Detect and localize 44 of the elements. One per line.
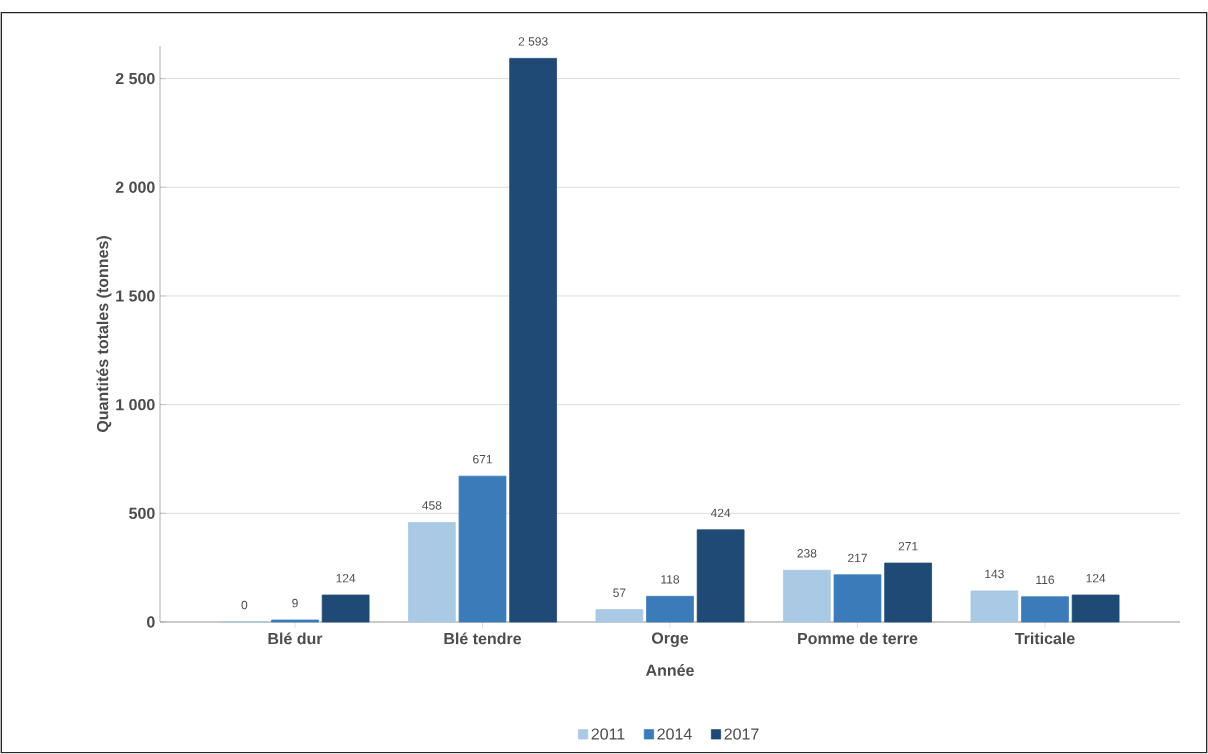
- bar: [595, 609, 644, 623]
- bar: [696, 529, 745, 623]
- data-label: 671: [473, 454, 492, 464]
- bar: [970, 590, 1019, 623]
- data-label: 424: [710, 508, 731, 518]
- y-axis-title: Quantités totales (tonnes): [96, 236, 112, 433]
- x-tick-label: Pomme de terre: [798, 632, 918, 645]
- bar: [646, 595, 694, 623]
- y-tick-label: 2 000: [115, 181, 155, 193]
- data-label: 124: [336, 573, 356, 583]
- bar: [1071, 594, 1120, 623]
- y-tick-label: 1 500: [116, 290, 155, 302]
- x-tick-label: Triticale: [1014, 632, 1075, 645]
- bar: [1021, 596, 1069, 623]
- legend-label: 2017: [724, 728, 759, 740]
- y-tick-label: 2 500: [115, 72, 155, 85]
- data-label: 57: [613, 588, 626, 597]
- y-tick-label: 1 000: [116, 398, 155, 411]
- data-label: 2 593: [518, 37, 548, 46]
- bar: [884, 562, 932, 623]
- data-label: 238: [797, 549, 817, 558]
- legend-label: 2011: [591, 728, 625, 740]
- bar: [783, 569, 831, 623]
- x-tick-label: Blé dur: [268, 632, 323, 645]
- bar: [458, 475, 507, 623]
- bar: [509, 57, 557, 623]
- x-tick-label: Orge: [651, 632, 689, 647]
- data-label: 124: [1086, 573, 1106, 583]
- bar: [408, 522, 456, 623]
- data-label: 9: [292, 598, 298, 608]
- y-tick-label: 0: [147, 616, 155, 628]
- data-label: 143: [985, 569, 1004, 579]
- y-tick-label: 500: [129, 507, 155, 519]
- bar: [833, 574, 882, 623]
- data-label: 217: [848, 553, 867, 563]
- data-label: 271: [898, 541, 918, 551]
- x-axis-title: Année: [645, 664, 694, 676]
- x-tick-label: Blé tendre: [444, 632, 522, 645]
- data-label: 0: [241, 600, 248, 610]
- bar: [321, 594, 370, 623]
- data-label: 118: [661, 575, 680, 584]
- data-label: 458: [422, 501, 442, 510]
- data-label: 116: [1036, 575, 1055, 585]
- legend-label: 2014: [657, 728, 692, 740]
